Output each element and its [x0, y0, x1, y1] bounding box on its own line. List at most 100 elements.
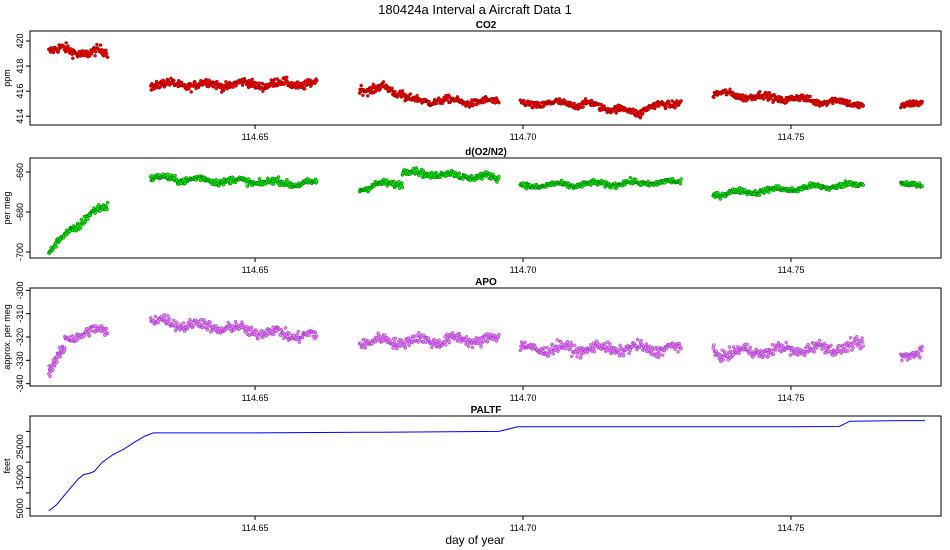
- apo-data-point: [394, 346, 399, 351]
- apo-data-point: [660, 353, 665, 357]
- co2-data-point: [572, 101, 576, 106]
- apo-ytick-label: -300: [15, 281, 25, 299]
- apo-data-point: [87, 334, 92, 338]
- apo-data-point: [737, 351, 741, 356]
- o2n2-data-point: [257, 177, 262, 181]
- apo-data-segment: [47, 344, 67, 379]
- apo-data-point: [181, 321, 186, 325]
- apo-data-point: [635, 337, 640, 342]
- co2-data-point: [196, 85, 201, 90]
- apo-data-point: [711, 346, 715, 350]
- o2n2-data-segment: [400, 166, 501, 184]
- co2-data-point: [847, 99, 852, 103]
- o2n2-data-point: [495, 180, 499, 184]
- apo-data-point: [523, 340, 527, 344]
- apo-data-point: [415, 334, 419, 338]
- apo-data-point: [296, 329, 300, 334]
- apo-data-point: [861, 344, 866, 348]
- apo-data-point: [776, 341, 781, 345]
- co2-data-point: [679, 99, 683, 103]
- apo-data-point: [172, 318, 176, 323]
- apo-data-point: [417, 330, 421, 335]
- apo-panel: APO approx. per meg 114.65 114.70 114.75 -3…: [2, 277, 942, 403]
- apo-data-point: [430, 345, 434, 350]
- o2n2-data-point: [646, 179, 650, 184]
- co2-data-point: [808, 94, 812, 99]
- apo-data-point: [163, 316, 167, 320]
- co2-ytick-label: 416: [15, 84, 25, 99]
- apo-data-point: [592, 349, 597, 354]
- o2n2-data-point: [246, 177, 251, 181]
- apo-data-point: [918, 356, 922, 360]
- co2-xtick-label: 114.75: [778, 132, 805, 142]
- apo-data-point: [577, 346, 582, 350]
- apo-data-point: [285, 334, 290, 339]
- apo-data-point: [748, 345, 753, 350]
- co2-data-point: [172, 78, 176, 83]
- co2-data-point: [408, 92, 413, 96]
- o2n2-data-point: [68, 229, 72, 234]
- paltf-xtick-label: 114.75: [778, 523, 805, 533]
- co2-ylabel: ppm: [2, 69, 12, 87]
- o2n2-data-point: [400, 181, 404, 185]
- co2-data-point: [761, 97, 766, 101]
- o2n2-data-point: [614, 186, 618, 191]
- o2n2-data-point: [381, 177, 386, 182]
- apo-data-point: [75, 338, 80, 342]
- co2-data-point: [104, 48, 108, 53]
- co2-data-point: [767, 90, 772, 95]
- co2-data-point: [361, 93, 365, 98]
- o2n2-data-point: [861, 183, 866, 187]
- co2-data-point: [581, 105, 585, 109]
- co2-xtick-label: 114.65: [242, 132, 269, 142]
- co2-data-point: [285, 75, 289, 80]
- o2n2-data-point: [105, 200, 110, 205]
- apo-data-point: [55, 360, 59, 364]
- apo-data-point: [466, 344, 471, 349]
- paltf-altitude-line: [48, 420, 925, 512]
- apo-data-point: [214, 324, 219, 328]
- o2n2-data-segment: [518, 175, 683, 191]
- apo-data-point: [728, 349, 733, 354]
- apo-data-segment: [357, 330, 501, 351]
- o2n2-data-point: [757, 193, 762, 198]
- o2n2-plot-frame: [29, 157, 942, 259]
- co2-data-point: [359, 83, 363, 88]
- apo-data-point: [851, 346, 855, 350]
- co2-data-point: [283, 81, 287, 86]
- co2-data-point: [250, 77, 254, 82]
- apo-data-point: [297, 340, 302, 344]
- apo-data-point: [189, 320, 193, 324]
- apo-data-point: [403, 346, 408, 350]
- o2n2-data-point: [214, 178, 219, 182]
- co2-data-point: [105, 55, 110, 59]
- paltf-ytick-label: 15000: [15, 465, 25, 490]
- apo-data-point: [173, 328, 178, 333]
- apo-data-point: [679, 346, 683, 351]
- co2-data-point: [64, 41, 68, 45]
- co2-data-point: [153, 86, 157, 91]
- apo-data-segment: [711, 335, 866, 364]
- apo-data-point: [829, 343, 833, 348]
- o2n2-panel-title: d(O2/N2): [465, 147, 507, 158]
- apo-data-point: [153, 314, 158, 319]
- co2-data-point: [640, 111, 645, 116]
- o2n2-axes: 114.65 114.70 114.75 -700 -680 -660: [15, 163, 804, 275]
- apo-data-point: [287, 331, 291, 336]
- co2-data-point: [189, 90, 193, 94]
- co2-xtick-label: 114.70: [510, 132, 537, 142]
- apo-data-point: [788, 353, 793, 357]
- apo-data-point: [639, 338, 643, 343]
- apo-data-point: [555, 338, 560, 342]
- co2-data-point: [728, 87, 732, 92]
- apo-data-point: [156, 320, 161, 325]
- co2-data-point: [182, 82, 187, 87]
- co2-data-segment: [357, 82, 383, 98]
- apo-data-point: [82, 334, 86, 338]
- apo-data-point: [569, 340, 573, 345]
- apo-data-point: [784, 340, 788, 345]
- apo-data-point: [811, 341, 816, 346]
- o2n2-data-point: [438, 175, 442, 180]
- co2-data-point: [712, 95, 716, 100]
